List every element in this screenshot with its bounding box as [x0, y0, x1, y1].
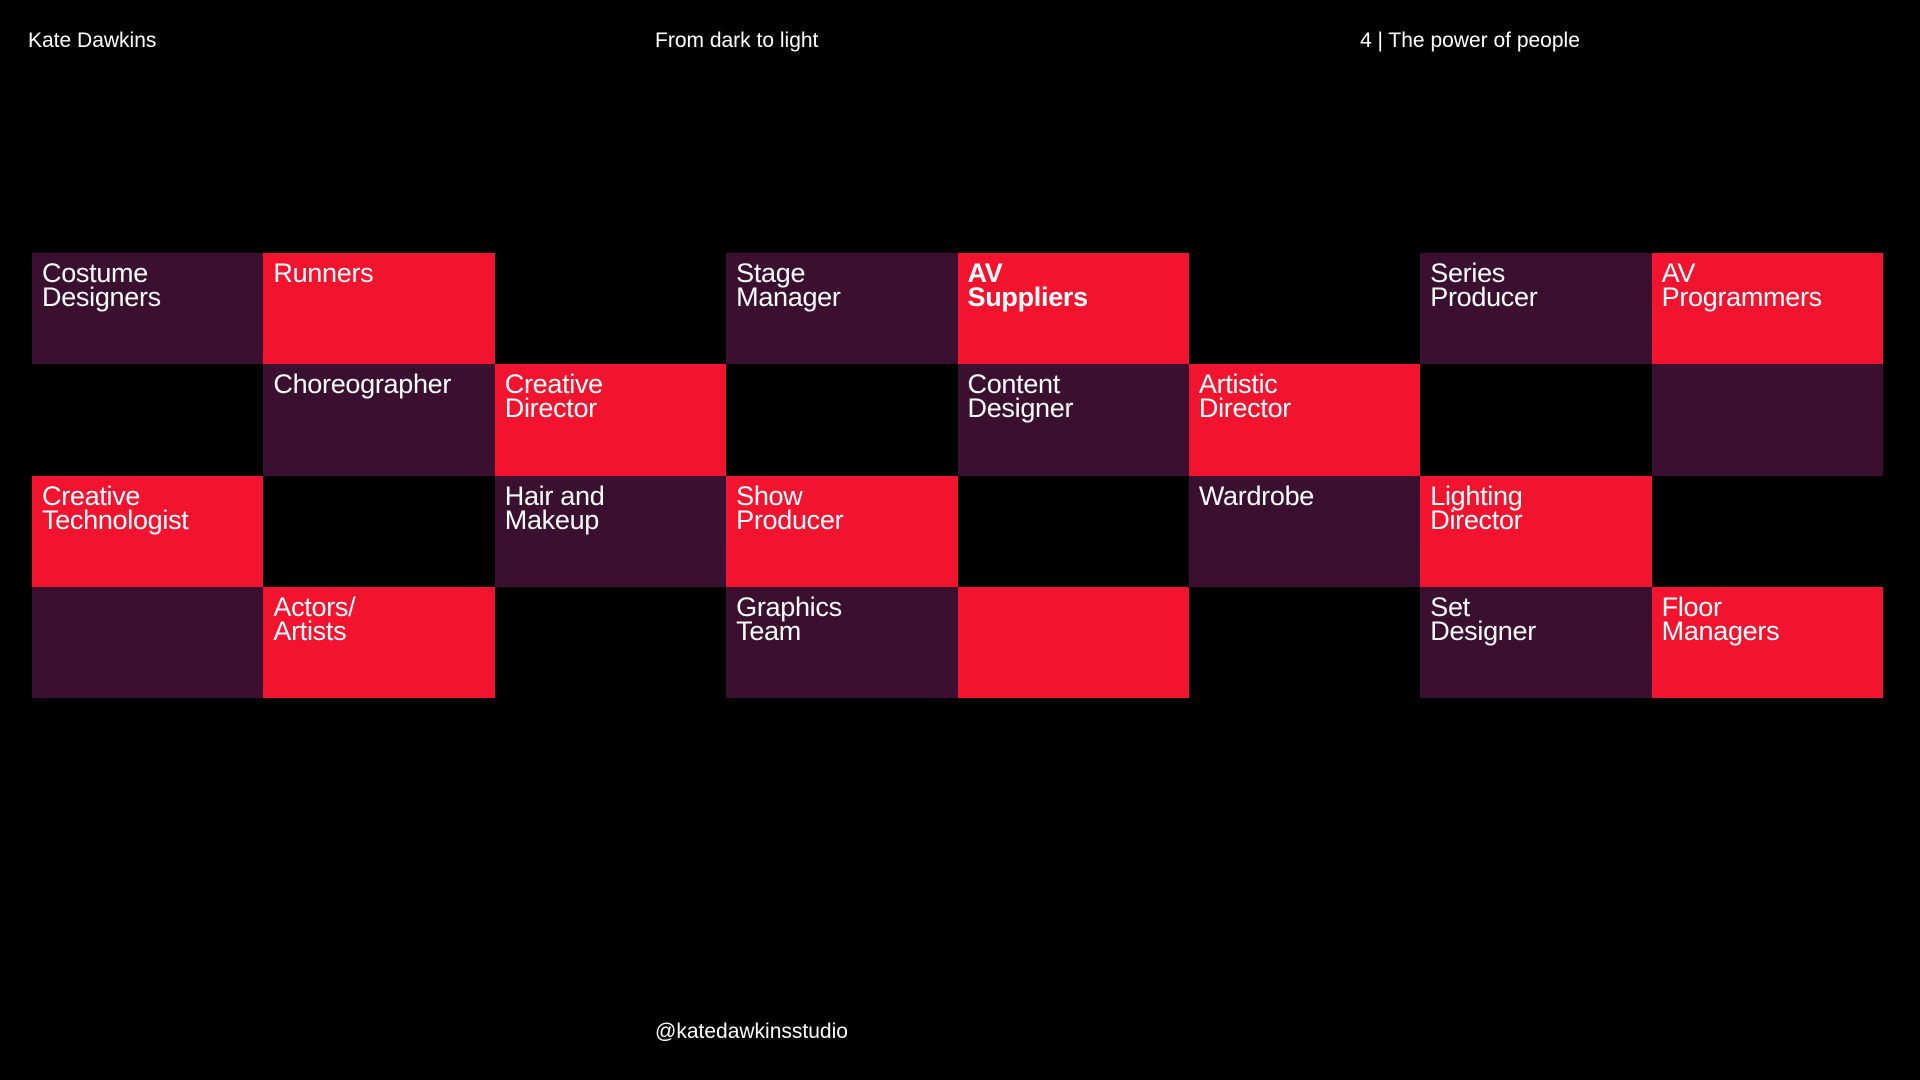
role-label: Designer [967, 393, 1074, 424]
role-cell: Content Designer [957, 364, 1189, 476]
role-label: Director [1198, 393, 1291, 424]
role-label: Choreographer [273, 369, 452, 400]
role-label: Technologist [42, 504, 189, 535]
role-label: Artistic [1198, 369, 1278, 400]
role-cell: Hair and Makeup [494, 475, 727, 587]
role-cell [32, 586, 264, 698]
role-label: Actors/ [273, 591, 356, 622]
role-label: Floor [1661, 591, 1722, 622]
role-cell: Graphics Team [726, 586, 958, 698]
role-cell: Series Producer [1420, 253, 1652, 365]
role-label: Managers [1661, 615, 1780, 646]
role-label: Producer [736, 504, 844, 535]
role-cell: Costume Designers [32, 253, 264, 365]
role-label: Designer [1430, 615, 1536, 646]
role-label: Content [967, 369, 1061, 400]
role-label: Graphics [736, 591, 842, 622]
role-label: Show [736, 480, 803, 511]
role-cell [1651, 364, 1883, 476]
role-label: AV [1661, 258, 1696, 288]
role-cell [957, 586, 1189, 698]
role-cell [263, 475, 495, 587]
role-label: Creative [42, 480, 141, 511]
role-label: Team [736, 615, 801, 646]
role-label: Stage [736, 258, 806, 288]
role-label: AV [967, 258, 1003, 288]
section-title: 4 | The power of people [1360, 29, 1580, 52]
role-cell [726, 364, 958, 476]
role-label: Hair and [504, 480, 605, 511]
role-cell: Set Designer [1420, 586, 1652, 698]
role-label: Manager [736, 282, 841, 312]
role-cell [957, 475, 1189, 587]
role-cell [1188, 586, 1421, 698]
role-label: Designers [42, 282, 161, 312]
role-cell: Lighting Director [1420, 475, 1652, 587]
role-label: Creative [504, 369, 603, 400]
role-grid: Costume Designers Runners Stage Manager AV Sup… [32, 253, 1883, 698]
role-cell: Artistic Director [1188, 364, 1421, 476]
role-cell: Stage Manager [726, 253, 958, 365]
author: Kate Dawkins [28, 29, 157, 52]
role-label: Lighting [1430, 480, 1523, 511]
role-cell [32, 364, 264, 476]
social-handle: @katedawkinsstudio [655, 1020, 848, 1043]
role-cell [1188, 253, 1421, 365]
role-label: Artists [273, 615, 347, 646]
role-cell: Show Producer [726, 475, 958, 587]
role-label: Series [1430, 258, 1505, 288]
role-label: Costume [42, 258, 148, 288]
role-label: Programmers [1661, 282, 1823, 312]
role-cell [1420, 364, 1652, 476]
role-cell: Actors/Artists [263, 586, 495, 698]
role-label: Runners [273, 258, 374, 288]
role-label: Set [1430, 591, 1470, 622]
role-label: Producer [1430, 282, 1538, 312]
role-cell: Runners [263, 253, 495, 365]
role-cell: Creative Director [494, 364, 727, 476]
deck-title: From dark to light [655, 29, 819, 52]
role-cell: AV Suppliers [957, 253, 1189, 365]
role-label: Director [504, 393, 597, 424]
role-label: Makeup [504, 504, 600, 535]
role-cell: AV Programmers [1651, 253, 1883, 365]
role-label: Director [1430, 504, 1523, 535]
role-cell: Floor Managers [1651, 586, 1883, 698]
role-cell [1651, 475, 1883, 587]
role-cell: Wardrobe [1188, 475, 1421, 587]
role-label: Wardrobe [1198, 480, 1315, 511]
role-cell [494, 586, 727, 698]
role-cell: Creative Technologist [32, 475, 264, 587]
role-cell: Choreographer [263, 364, 495, 476]
role-cell [494, 253, 727, 365]
role-label: Suppliers [967, 282, 1089, 312]
